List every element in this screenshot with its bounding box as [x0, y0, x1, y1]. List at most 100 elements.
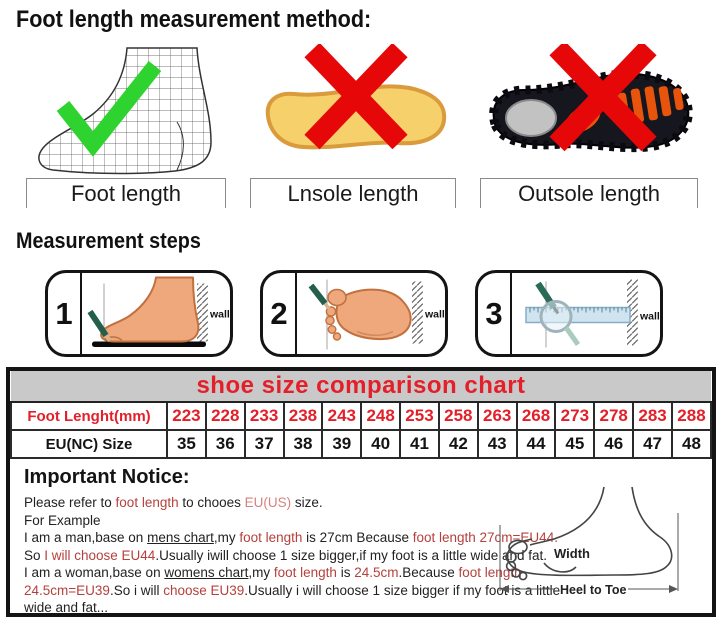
- size-cell: 278: [593, 401, 635, 431]
- size-chart-section: shoe size comparison chart Foot Lenght(m…: [6, 367, 716, 617]
- size-cell: 223: [166, 401, 207, 431]
- text-segment: is 27cm Because: [302, 530, 413, 545]
- text-segment: foot length: [239, 530, 303, 545]
- row-header-eu-size: EU(NC) Size: [10, 429, 168, 459]
- size-cell: 273: [554, 401, 596, 431]
- step-3-illustration: wall: [512, 273, 660, 354]
- method-label: Foot length: [70, 180, 182, 206]
- text-segment: .Usually iwill choose 1 size bigger,if m…: [155, 547, 548, 563]
- text-segment: womens chart: [164, 565, 249, 580]
- wall-label: wall: [424, 309, 445, 321]
- size-cell: 233: [243, 401, 285, 431]
- wall-hatch: [197, 283, 208, 342]
- text-segment: I am a man,base on: [24, 530, 148, 545]
- size-cell: 42: [437, 429, 479, 459]
- foot-length-row: Foot Lenght(mm) 223 228 233 238 243 248 253 258…: [10, 401, 713, 431]
- size-cell: 288: [670, 401, 713, 431]
- size-cell: 238: [282, 401, 324, 431]
- text-segment: For Example: [24, 512, 101, 528]
- size-cell: 243: [321, 401, 363, 431]
- size-cell: 43: [476, 429, 518, 459]
- size-cell: 44: [515, 429, 557, 459]
- heel-to-toe-label: Heel to Toe: [560, 583, 626, 597]
- text-segment: ,my: [213, 530, 240, 545]
- size-cell: 48: [670, 429, 713, 459]
- size-cell: 248: [360, 401, 402, 431]
- outsole-illustration: [480, 44, 698, 178]
- size-cell: 38: [282, 429, 324, 459]
- width-label: Width: [554, 546, 590, 561]
- text-segment: to chooes: [178, 495, 245, 510]
- ground-bar: [92, 341, 206, 347]
- step-number: 1: [48, 273, 82, 354]
- size-cell: 258: [437, 401, 479, 431]
- page-title: Foot length measurement method:: [16, 6, 372, 33]
- side-foot: [100, 276, 200, 343]
- text-segment: foot length: [273, 565, 337, 580]
- step-1-illustration: wall: [82, 273, 230, 354]
- chart-title: shoe size comparison chart: [11, 371, 711, 403]
- size-cell: 253: [399, 401, 440, 431]
- magnifier-icon: [539, 300, 573, 333]
- size-cell: 46: [593, 429, 635, 459]
- text-segment: choose EU39: [163, 582, 245, 598]
- size-cell: 45: [554, 429, 596, 459]
- size-cell: 228: [204, 401, 246, 431]
- notice-line: So I will choose EU44.Usually iwill choo…: [24, 547, 698, 565]
- size-cell: 268: [515, 401, 557, 431]
- method-label: Outsole length: [518, 180, 660, 206]
- step-number: 2: [263, 273, 297, 354]
- outsole-image: [489, 44, 693, 153]
- size-cell: 41: [399, 429, 440, 459]
- size-cell: 37: [243, 429, 285, 459]
- text-segment: mens chart: [147, 530, 214, 545]
- notice-line: 24.5cm=EU39.So i will choose EU39.Usuall…: [24, 582, 698, 600]
- step-3-box: 3 wall: [475, 270, 663, 357]
- wall-hatch: [627, 279, 638, 346]
- text-segment: .Usually i will choose 1 size bigger if …: [244, 582, 561, 598]
- text-segment: .Because: [398, 565, 459, 580]
- foot-line-drawing: Width Heel to Toe: [499, 486, 679, 597]
- method-row: Foot length Lnsole length: [26, 44, 698, 208]
- step-2-illustration: wall: [297, 273, 445, 354]
- step-3-image: wall: [525, 279, 660, 348]
- step-1-image: wall: [87, 276, 230, 347]
- notice-line: For Example: [24, 512, 698, 530]
- insole-image: [265, 44, 447, 150]
- size-cell: 40: [360, 429, 402, 459]
- red-cross-icon: [304, 44, 408, 150]
- text-segment: .So i will: [109, 582, 164, 598]
- text-segment: I am a woman,base on: [24, 565, 165, 580]
- text-segment: So: [24, 547, 45, 563]
- size-cell: 47: [632, 429, 673, 459]
- notice-title: Important Notice:: [24, 466, 190, 488]
- eu-size-row: EU(NC) Size 35 36 37 38 39 40 41 42 43 44 45 46 47 48: [10, 429, 713, 459]
- row-header-foot-length: Foot Lenght(mm): [10, 401, 168, 431]
- wall-label: wall: [639, 311, 660, 323]
- red-cross-icon: [549, 44, 657, 152]
- measure-bracket: Outsole length: [480, 178, 698, 208]
- measure-bracket: Lnsole length: [250, 178, 456, 208]
- text-segment: foot length: [115, 495, 179, 510]
- wall-hatch: [412, 281, 423, 344]
- text-segment: is: [336, 565, 355, 580]
- text-segment: 24.5cm=EU39: [24, 582, 110, 598]
- arrow-right: [669, 585, 678, 593]
- important-notice: Important Notice: Please refer to foot l…: [10, 459, 712, 615]
- method-item-foot-length: Foot length: [26, 44, 226, 208]
- notice-line: wide and fat...: [24, 599, 698, 617]
- step-number: 3: [478, 273, 512, 354]
- text-segment: Please refer to: [24, 495, 116, 510]
- size-cell: 283: [632, 401, 673, 431]
- size-cell: 263: [476, 401, 518, 431]
- text-segment: EU(US): [244, 495, 292, 510]
- text-segment: I will choose EU44: [44, 547, 156, 563]
- wall-label: wall: [209, 309, 230, 321]
- text-segment: size.: [291, 495, 323, 510]
- insole-illustration: [250, 44, 456, 178]
- text-segment: foot length: [458, 565, 522, 580]
- step-1-box: 1 wall: [45, 270, 233, 357]
- foot-measure-diagram: Width Heel to Toe: [492, 485, 692, 607]
- wireframe-foot-image: [38, 47, 212, 175]
